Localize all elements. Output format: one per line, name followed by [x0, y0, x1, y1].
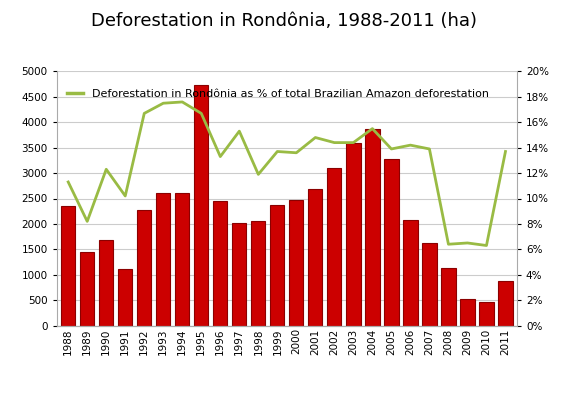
Bar: [346, 143, 361, 326]
Bar: [156, 193, 170, 326]
Bar: [498, 281, 512, 326]
Bar: [80, 252, 94, 326]
Bar: [137, 210, 152, 326]
Bar: [327, 168, 341, 326]
Bar: [422, 243, 437, 326]
Legend: Deforestation in Rondônia as % of total Brazilian Amazon deforestation: Deforestation in Rondônia as % of total …: [62, 85, 494, 104]
Bar: [61, 206, 76, 326]
Bar: [479, 302, 494, 326]
Bar: [289, 200, 303, 326]
Bar: [99, 240, 114, 326]
Bar: [385, 159, 399, 326]
Bar: [194, 85, 208, 326]
Bar: [213, 201, 227, 326]
Bar: [118, 269, 132, 326]
Bar: [441, 268, 456, 326]
Bar: [175, 193, 189, 326]
Bar: [270, 204, 285, 326]
Bar: [403, 220, 417, 326]
Bar: [308, 189, 323, 326]
Bar: [365, 129, 379, 326]
Bar: [232, 223, 247, 326]
Bar: [460, 299, 475, 326]
Bar: [251, 221, 265, 326]
Text: Deforestation in Rondônia, 1988-2011 (ha): Deforestation in Rondônia, 1988-2011 (ha…: [91, 12, 477, 30]
